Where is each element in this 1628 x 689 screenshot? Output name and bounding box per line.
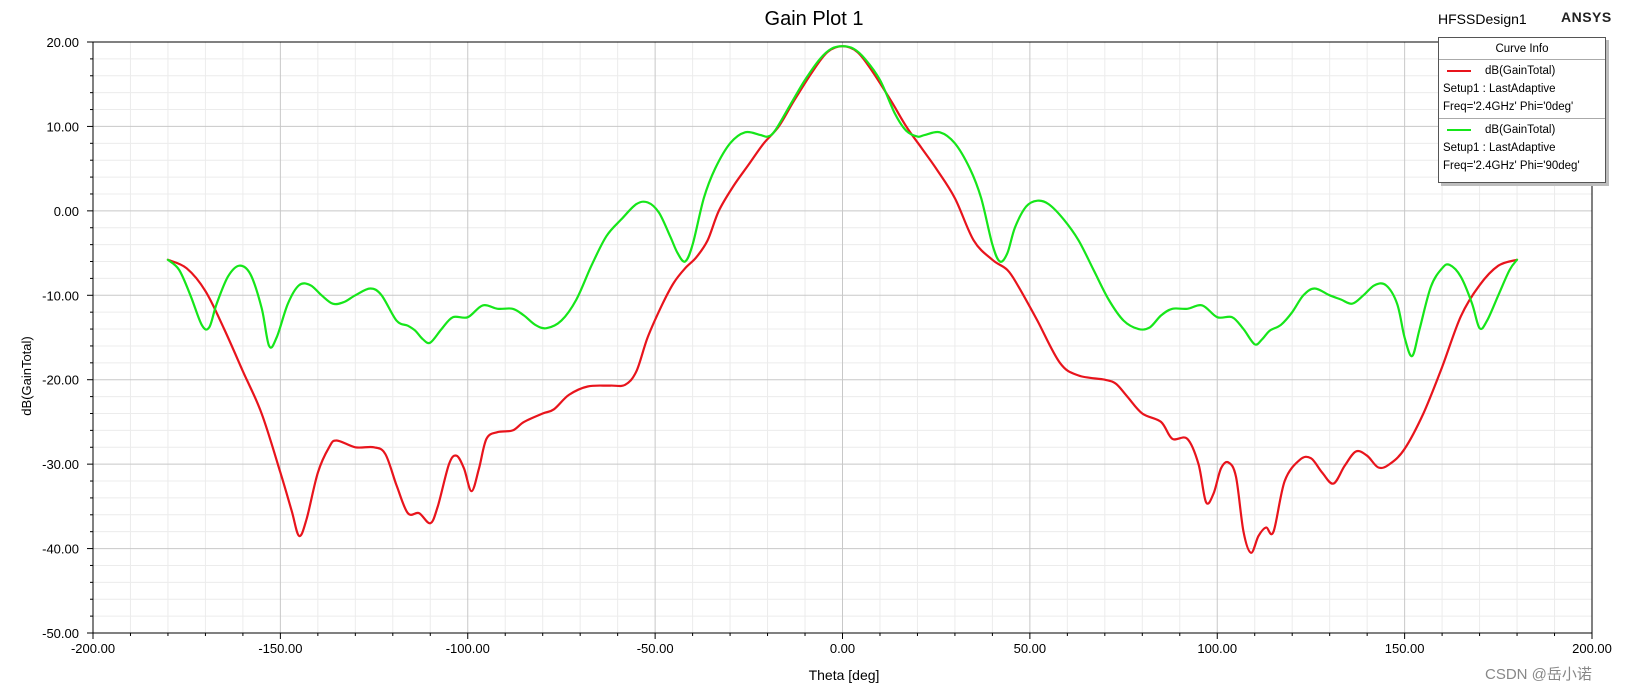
watermark: CSDN @岳小诺 (1485, 666, 1592, 683)
legend-swatch-red (1447, 70, 1471, 72)
x-tick-labels: -200.00 -150.00 -100.00 -50.00 0.00 50.00 100.… (71, 641, 1612, 656)
x-tick-label: 0.00 (830, 641, 855, 656)
legend-entry-name: dB(GainTotal) (1485, 65, 1556, 77)
y-tick-label: -10.00 (42, 288, 79, 303)
x-tick-label: -100.00 (446, 641, 490, 656)
y-tick-label: -30.00 (42, 457, 79, 472)
legend-entry-params: Freq='2.4GHz' Phi='0deg' (1443, 101, 1574, 113)
y-tick-label: -20.00 (42, 373, 79, 388)
legend-entry[interactable]: dB(GainTotal) Setup1 : LastAdaptive Freq… (1439, 119, 1605, 177)
y-tick-labels: 20.00 10.00 0.00 -10.00 -20.00 -30.00 -40.00 -5… (42, 35, 79, 641)
x-tick-label: 50.00 (1014, 641, 1047, 656)
x-tick-label: -50.00 (637, 641, 674, 656)
legend-entry-name: dB(GainTotal) (1485, 124, 1556, 136)
series-line-phi-90deg (166, 45, 1519, 358)
legend-title: Curve Info (1439, 38, 1605, 60)
x-tick-label: -200.00 (71, 641, 115, 656)
y-tick-label: 0.00 (54, 204, 79, 219)
legend-swatch-green (1447, 129, 1471, 131)
x-tick-label: 150.00 (1385, 641, 1425, 656)
legend-entry[interactable]: dB(GainTotal) Setup1 : LastAdaptive Freq… (1439, 60, 1605, 119)
design-name: HFSSDesign1 (1438, 11, 1527, 27)
x-tick-label: 200.00 (1572, 641, 1612, 656)
legend-entry-params: Freq='2.4GHz' Phi='90deg' (1443, 160, 1580, 172)
x-tick-label: 100.00 (1197, 641, 1237, 656)
y-axis-title: dB(GainTotal) (19, 336, 34, 415)
legend-entry-setup: Setup1 : LastAdaptive (1443, 142, 1556, 154)
major-grid (93, 42, 1592, 633)
legend-entry-setup: Setup1 : LastAdaptive (1443, 83, 1556, 95)
y-tick-label: -40.00 (42, 542, 79, 557)
y-tick-label: 10.00 (46, 119, 79, 134)
x-axis-title: Theta [deg] (809, 667, 880, 683)
x-tick-label: -150.00 (258, 641, 302, 656)
series-lines (166, 45, 1519, 554)
plot-title: Gain Plot 1 (764, 8, 864, 30)
axis-ticks (87, 41, 1593, 639)
curve-info-legend[interactable]: Curve Info dB(GainTotal) Setup1 : LastAd… (1438, 37, 1606, 183)
y-tick-label: -50.00 (42, 626, 79, 641)
brand-logo: ANSYS (1561, 9, 1612, 25)
y-tick-label: 20.00 (46, 35, 79, 50)
